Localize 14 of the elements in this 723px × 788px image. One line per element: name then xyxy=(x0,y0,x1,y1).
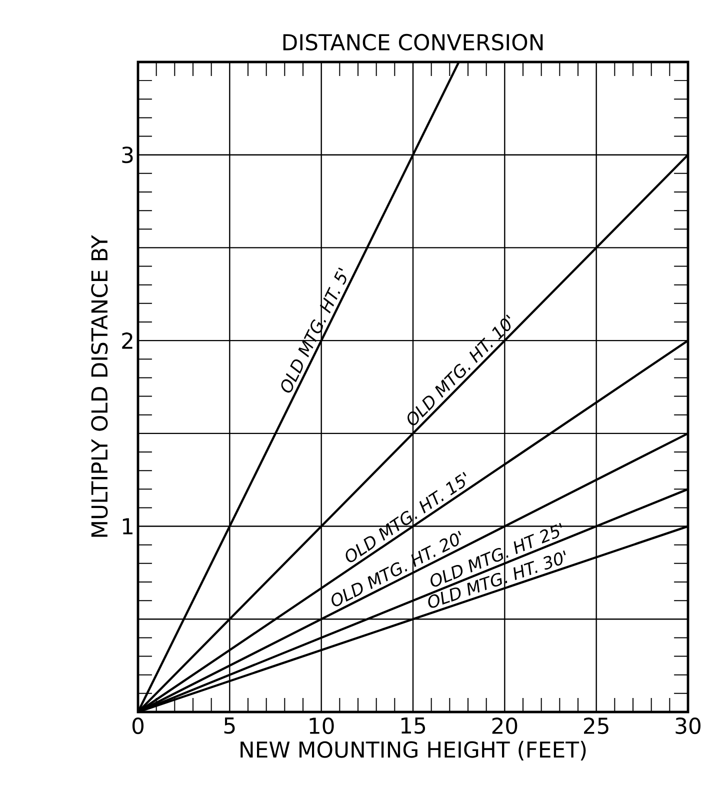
x-tick-label: 20 xyxy=(492,718,518,734)
y-axis-title: MULTIPLY OLD DISTANCE BY xyxy=(91,235,108,537)
y-tick-label: 1 xyxy=(122,518,132,534)
y-tick-label: 2 xyxy=(122,332,132,349)
x-tick-label: 15 xyxy=(401,718,426,734)
x-tick-label: 30 xyxy=(676,718,700,734)
text: OLD MTG. HT. 5' xyxy=(281,268,346,393)
chart-title: DISTANCE CONVERSION xyxy=(283,34,543,51)
x-tick-label: 10 xyxy=(310,718,334,734)
x-axis-title: NEW MOUNTING HEIGHT (FEET) xyxy=(240,740,586,760)
y-tick-label: 3 xyxy=(122,146,133,164)
x-tick-label: 25 xyxy=(584,718,608,734)
x-tick-label: 0 xyxy=(132,718,144,734)
x-tick-label: 5 xyxy=(224,718,235,734)
